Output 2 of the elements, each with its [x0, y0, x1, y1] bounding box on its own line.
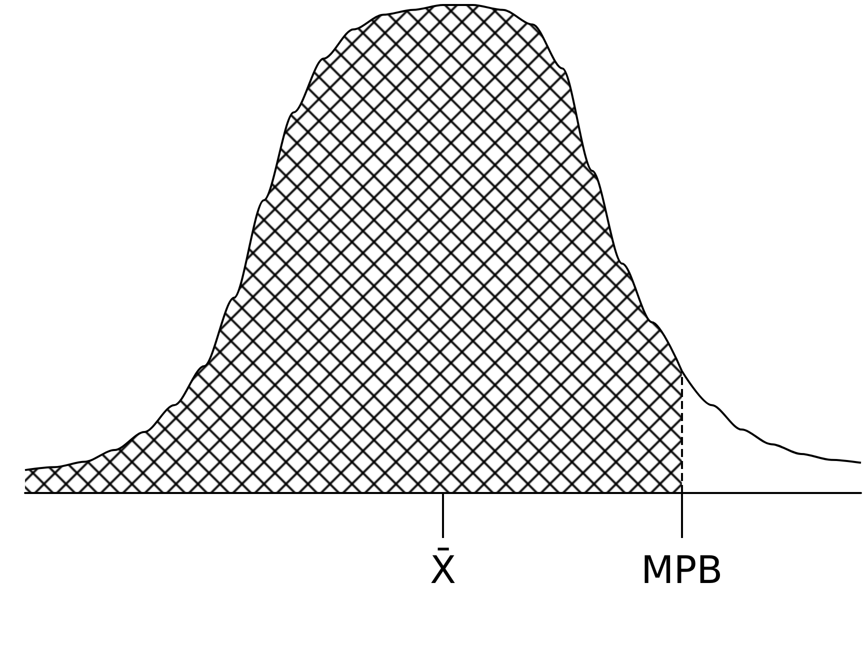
x-tick-label: MPB: [640, 548, 723, 592]
x-tick-label: X̄: [430, 547, 456, 592]
